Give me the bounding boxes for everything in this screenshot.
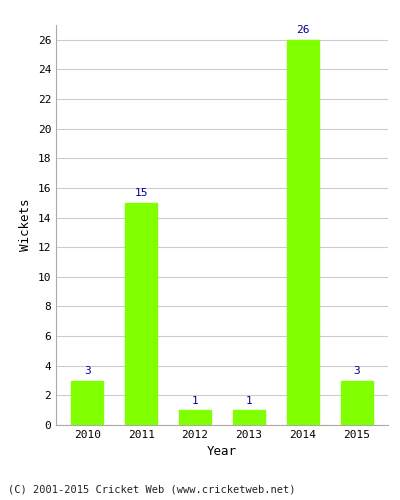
Text: 3: 3: [84, 366, 91, 376]
Text: 1: 1: [246, 396, 252, 406]
Text: 1: 1: [192, 396, 198, 406]
Text: 26: 26: [296, 26, 310, 36]
Y-axis label: Wickets: Wickets: [19, 198, 32, 251]
Bar: [125, 203, 157, 425]
X-axis label: Year: Year: [207, 446, 237, 458]
Text: 15: 15: [134, 188, 148, 198]
Text: 3: 3: [353, 366, 360, 376]
Text: (C) 2001-2015 Cricket Web (www.cricketweb.net): (C) 2001-2015 Cricket Web (www.cricketwe…: [8, 485, 296, 495]
Bar: [287, 40, 319, 425]
Bar: [340, 380, 373, 425]
Bar: [179, 410, 211, 425]
Bar: [233, 410, 265, 425]
Bar: [71, 380, 104, 425]
